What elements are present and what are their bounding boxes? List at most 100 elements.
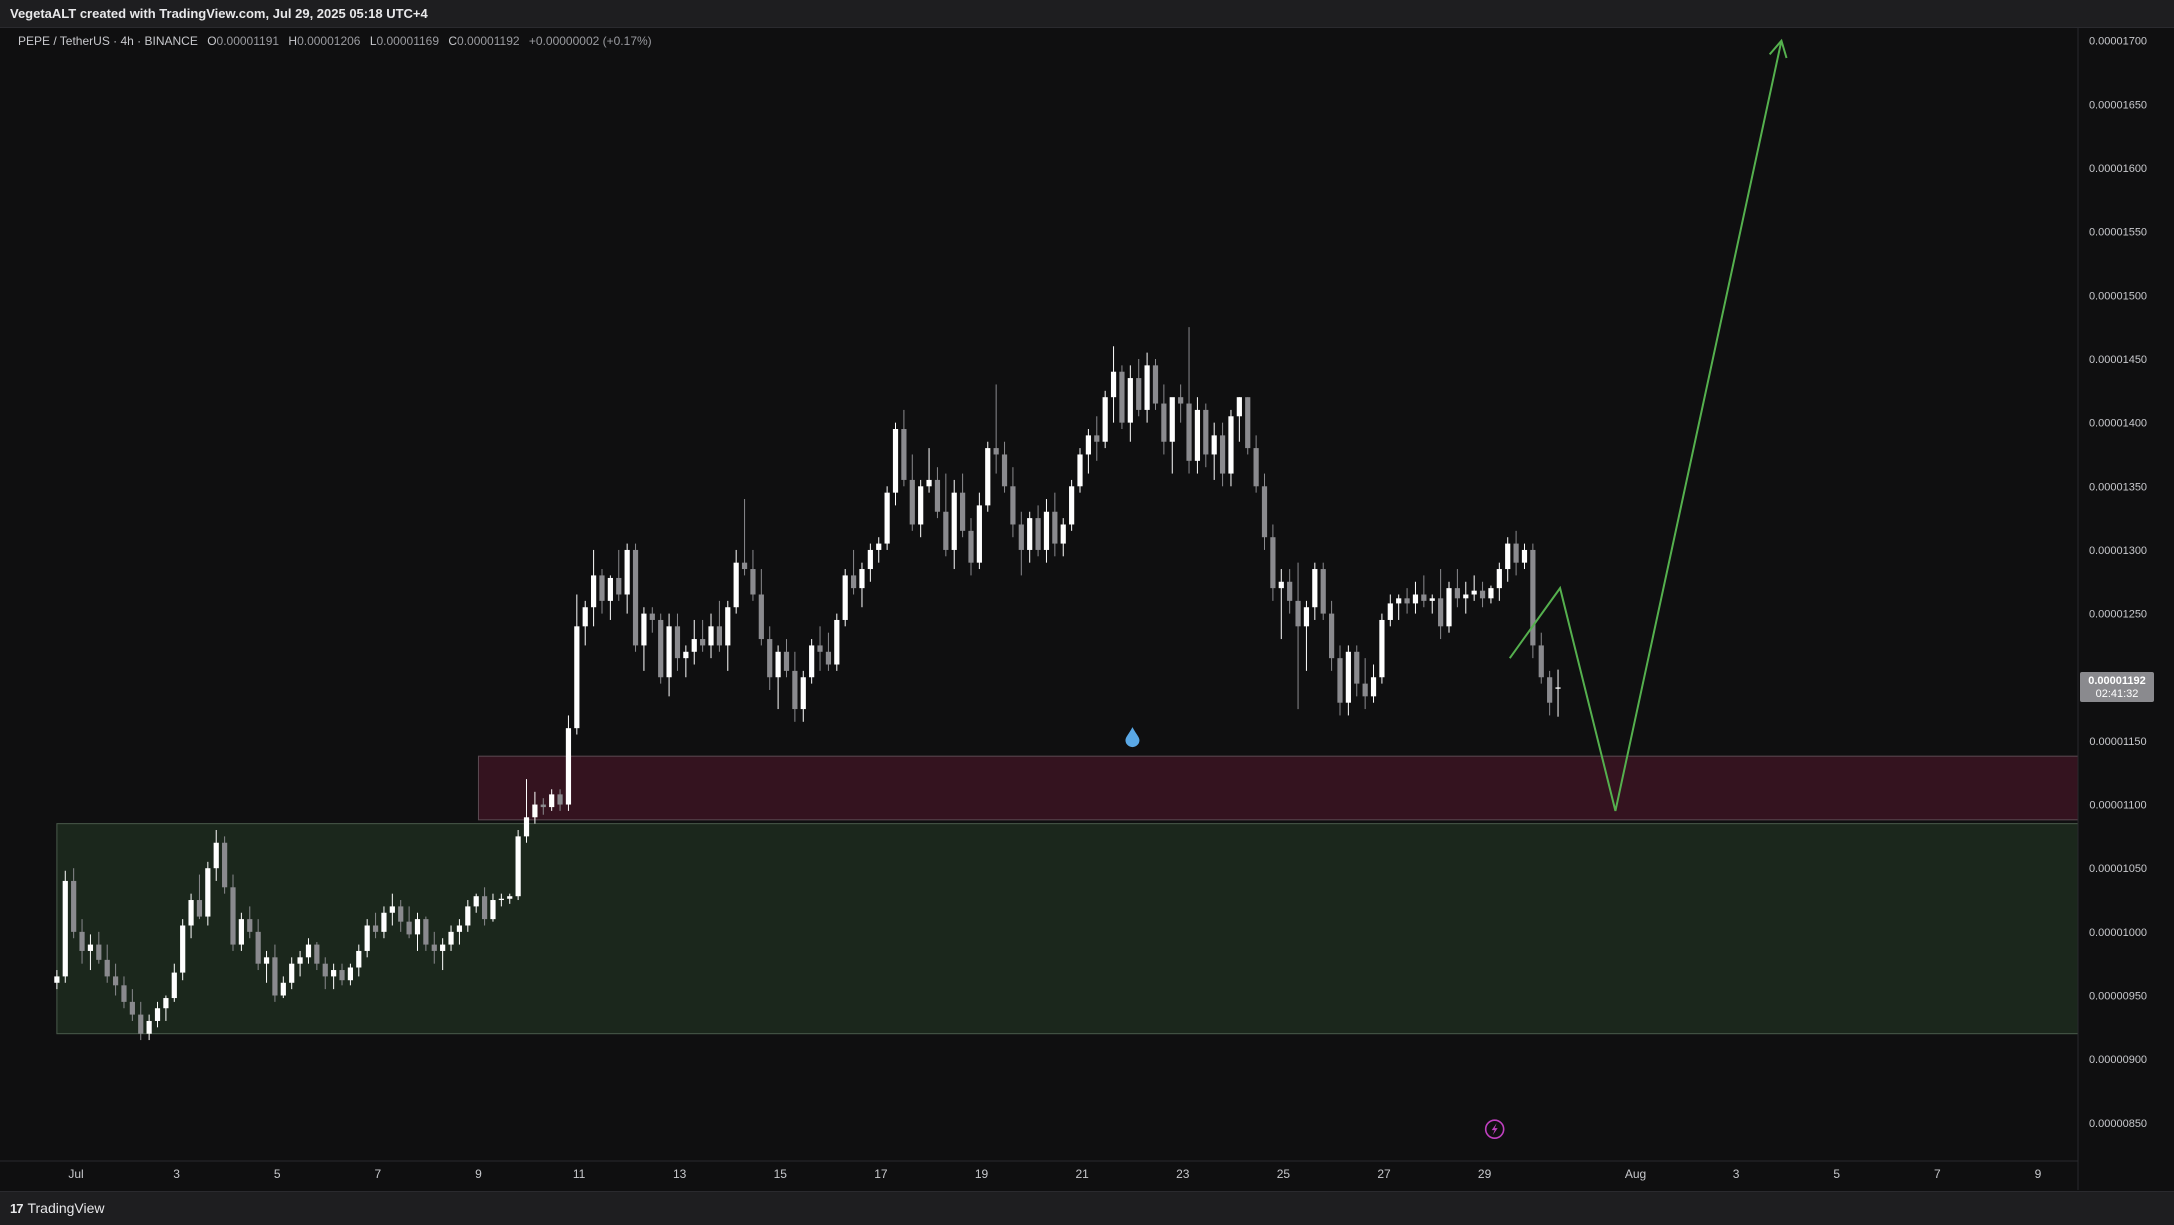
- candle-body: [1362, 683, 1368, 697]
- candle: [1069, 479, 1075, 531]
- candle-body: [1144, 365, 1150, 410]
- candle-body: [364, 925, 370, 951]
- flash-icon-bolt: [1491, 1123, 1498, 1136]
- legend-high-value: 0.00001206: [297, 34, 361, 48]
- candle-body: [574, 626, 580, 729]
- candle-body: [1337, 658, 1343, 703]
- candle: [456, 919, 463, 945]
- candle: [1513, 530, 1519, 576]
- candle-body: [884, 492, 890, 544]
- candle-body: [733, 562, 739, 608]
- candle-body: [1136, 378, 1142, 410]
- candle-body: [154, 1008, 161, 1021]
- candle-body: [674, 626, 681, 659]
- candle-body: [976, 505, 982, 563]
- candle: [247, 906, 253, 939]
- candle-body: [490, 900, 496, 920]
- candle-body: [1169, 397, 1175, 442]
- legend-low-value: 0.00001169: [377, 34, 440, 48]
- candle-body: [1328, 613, 1335, 659]
- markers-layer: [1125, 727, 1505, 1139]
- candle-body: [1513, 543, 1519, 563]
- candle-body: [1178, 397, 1184, 404]
- candle: [314, 942, 320, 971]
- candle: [926, 448, 932, 493]
- time-tick-label: 11: [573, 1167, 586, 1181]
- candle-body: [1530, 549, 1536, 646]
- price-axis-panel[interactable]: [2078, 28, 2174, 1190]
- candle: [1538, 632, 1544, 684]
- candle-body: [1496, 569, 1502, 589]
- demand-zone: [56, 823, 2079, 1035]
- candle: [196, 874, 203, 920]
- price-tick-label: 0.00001600: [2089, 163, 2147, 175]
- candle-body: [498, 898, 504, 901]
- candle: [1043, 499, 1050, 563]
- candle: [1362, 658, 1368, 710]
- candle: [331, 963, 337, 990]
- time-tick-label: 3: [1733, 1167, 1740, 1181]
- candle-body: [180, 925, 186, 973]
- price-tag: 0.00001192 02:41:32: [2080, 672, 2154, 702]
- candle-body: [1228, 416, 1234, 474]
- price-tick-label: 0.00001500: [2089, 290, 2147, 302]
- candle: [205, 861, 211, 926]
- candle: [918, 479, 924, 538]
- candle-body: [121, 985, 127, 1002]
- attribution-bar: VegetaALT created with TradingView.com, …: [0, 0, 2174, 28]
- candle-body: [1479, 590, 1486, 599]
- candle-body: [423, 919, 429, 945]
- candle: [591, 549, 597, 627]
- candle-body: [280, 982, 286, 996]
- candle: [1018, 511, 1024, 576]
- candle-body: [1547, 677, 1553, 703]
- candle-body: [347, 967, 354, 981]
- flash-event-icon: [1484, 1119, 1505, 1139]
- candle-body: [188, 900, 194, 926]
- candle: [406, 906, 412, 939]
- candle-body: [993, 448, 999, 455]
- candle-body: [859, 569, 865, 589]
- tradingview-logo[interactable]: 17 TradingView: [10, 1200, 105, 1216]
- candle: [599, 569, 605, 614]
- candle: [213, 830, 219, 881]
- time-tick-label: 17: [874, 1167, 888, 1181]
- candle: [104, 944, 110, 983]
- candle: [850, 549, 857, 595]
- candle-body: [414, 919, 421, 935]
- price-tick-label: 0.00000950: [2089, 991, 2147, 1003]
- candle: [859, 562, 865, 608]
- candle-body: [1463, 594, 1469, 599]
- price-tick-label: 0.00001150: [2089, 736, 2146, 748]
- candle-body: [1161, 403, 1167, 442]
- candle-body: [1287, 581, 1293, 601]
- candle: [481, 887, 488, 926]
- candle-body: [1119, 371, 1125, 423]
- candle: [1211, 422, 1217, 480]
- candle-body: [389, 906, 395, 913]
- flash-icon-ring: [1484, 1119, 1505, 1139]
- candle: [1404, 588, 1410, 614]
- candle-body: [1043, 511, 1050, 550]
- candle: [1530, 543, 1536, 659]
- candle: [1102, 390, 1108, 449]
- candle: [716, 600, 722, 652]
- time-tick-label: Aug: [1625, 1167, 1646, 1181]
- candle: [112, 963, 119, 996]
- candle-body: [758, 594, 764, 640]
- candle-body: [549, 794, 555, 808]
- candle: [138, 1001, 144, 1041]
- candle: [775, 645, 781, 710]
- candle-body: [1077, 454, 1083, 487]
- price-chart[interactable]: 0.00000850 0.00000900 0.00000950 0.00001000…: [0, 28, 2174, 1190]
- candle: [968, 518, 974, 576]
- candle-body: [1345, 651, 1351, 703]
- projection-arrowhead: [1768, 38, 1788, 59]
- candle-body: [431, 944, 437, 951]
- candle: [431, 931, 437, 964]
- candle: [96, 931, 102, 964]
- resistance-zone: [477, 755, 2079, 821]
- candle: [322, 957, 328, 990]
- time-tick-label: 3: [173, 1167, 180, 1181]
- candle: [549, 789, 555, 811]
